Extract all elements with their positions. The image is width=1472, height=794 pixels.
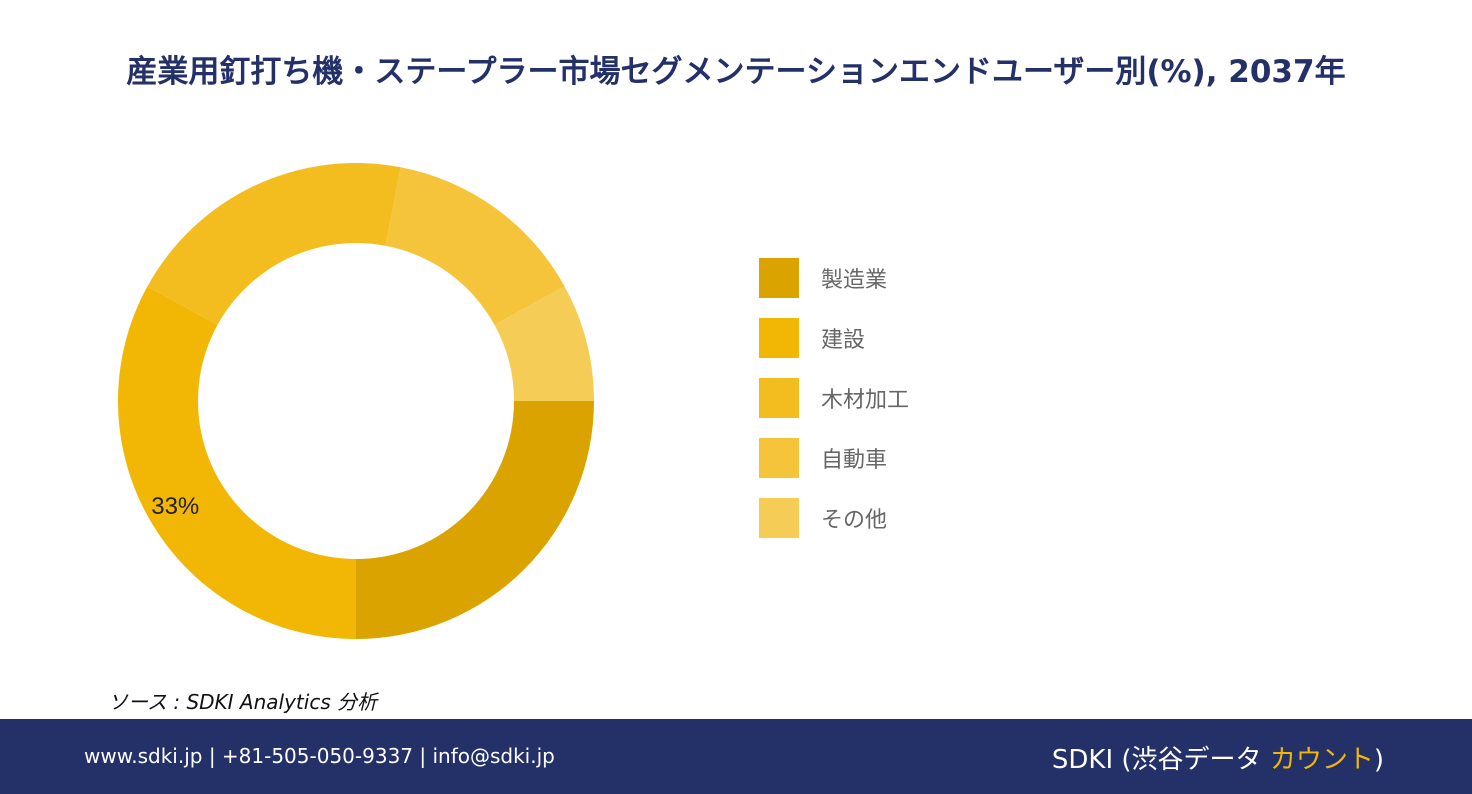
legend: 製造業 建設 木材加工 自動車 その他	[759, 258, 909, 558]
brand-accent: カウント	[1269, 745, 1374, 775]
legend-item-woodworking[interactable]: 木材加工	[759, 378, 909, 418]
source-note: ソース : SDKI Analytics 分析	[108, 690, 378, 714]
legend-item-automotive[interactable]: 自動車	[759, 438, 909, 478]
legend-swatch	[759, 318, 799, 358]
legend-label: 建設	[821, 328, 866, 353]
donut-slice-woodworking[interactable]	[147, 163, 401, 325]
legend-item-construction[interactable]: 建設	[759, 318, 909, 358]
legend-swatch	[759, 378, 799, 418]
legend-swatch	[759, 498, 799, 538]
brand-prefix: SDKI (渋谷データ	[1051, 745, 1270, 775]
donut-slice-other[interactable]	[494, 286, 594, 401]
contact-info: www.sdki.jp | +81-505-050-9337 | info@sd…	[84, 744, 555, 768]
legend-item-manufacturing[interactable]: 製造業	[759, 258, 909, 298]
legend-label: 製造業	[821, 268, 888, 293]
legend-label: 木材加工	[821, 388, 910, 413]
brand-logo: SDKI (渋谷データ カウント)	[1052, 739, 1384, 776]
legend-label: 自動車	[821, 448, 888, 473]
legend-item-other[interactable]: その他	[759, 498, 909, 538]
donut-slice-automotive[interactable]	[385, 167, 565, 325]
chart-title: 産業用釘打ち機・ステープラー市場セグメンテーションエンドユーザー別(%), 20…	[126, 54, 1346, 90]
donut-slice-manufacturing[interactable]	[356, 401, 594, 639]
data-label-construction: 33%	[151, 493, 199, 520]
legend-swatch	[759, 438, 799, 478]
legend-label: その他	[821, 508, 888, 533]
brand-suffix: )	[1373, 745, 1384, 775]
footer-bar: www.sdki.jp | +81-505-050-9337 | info@sd…	[0, 719, 1472, 794]
legend-swatch	[759, 258, 799, 298]
donut-slice-construction[interactable]	[118, 286, 357, 639]
